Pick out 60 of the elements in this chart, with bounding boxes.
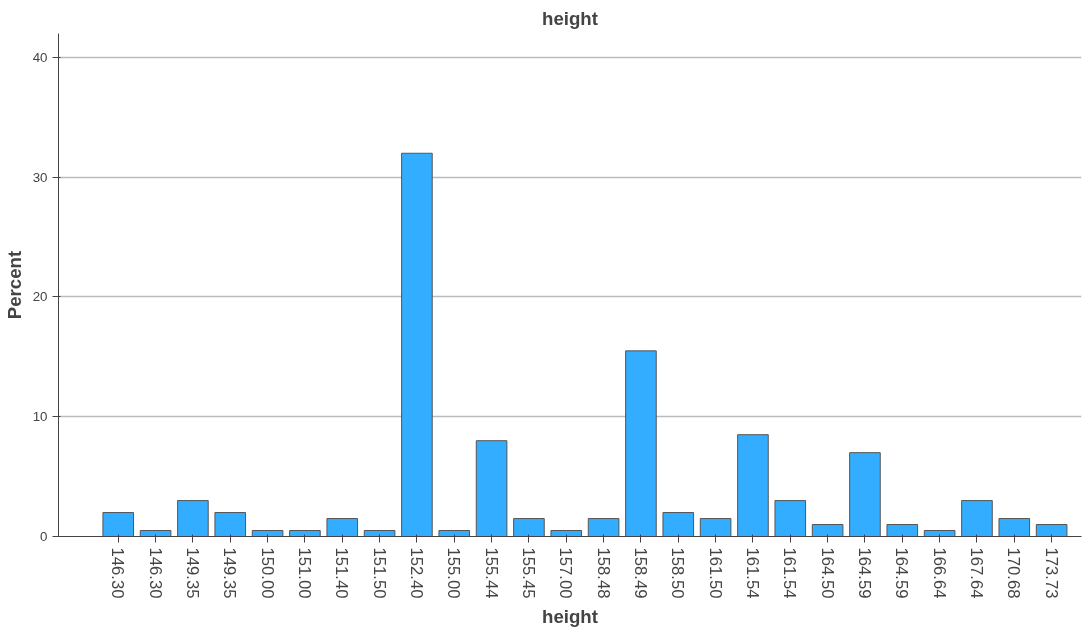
- bar: [699, 518, 732, 537]
- x-tick-label: 151.00: [294, 547, 314, 599]
- x-tick-label: 167.64: [966, 547, 986, 599]
- x-tick-label: 146.30: [108, 547, 128, 599]
- bar: [214, 512, 247, 537]
- bar: [363, 530, 396, 537]
- bar: [1035, 524, 1068, 537]
- chart-title: height: [542, 7, 598, 29]
- y-tick-label: 40: [32, 49, 48, 65]
- x-tick-label: 152.40: [406, 547, 426, 599]
- bar: [326, 518, 359, 537]
- x-tick-label: 164.50: [817, 547, 837, 599]
- bar: [849, 452, 881, 537]
- x-tick-label: 161.54: [742, 547, 762, 599]
- x-tick-label: 158.48: [593, 547, 613, 599]
- bar: [438, 530, 471, 537]
- bar: [625, 350, 657, 537]
- bar: [737, 434, 769, 537]
- bar: [811, 524, 844, 537]
- bar: [513, 518, 545, 537]
- bar: [886, 524, 919, 537]
- x-tick-label: 151.40: [332, 547, 352, 599]
- bar: [550, 530, 583, 537]
- bar: [961, 500, 993, 537]
- y-axis-title: Percent: [3, 250, 25, 320]
- x-tick-label: 146.30: [145, 547, 165, 599]
- x-tick-label: 164.59: [892, 547, 912, 599]
- bar: [177, 500, 209, 537]
- bar: [401, 152, 433, 537]
- bar: [998, 518, 1031, 537]
- y-tick-label: 20: [32, 289, 48, 305]
- bar: [774, 500, 807, 537]
- y-tick-label: 10: [32, 409, 48, 425]
- x-tick-label: 155.00: [444, 547, 464, 599]
- bar: [139, 530, 172, 537]
- bar: [289, 530, 321, 537]
- x-tick-label: 149.35: [220, 547, 240, 599]
- x-tick-label: 161.50: [705, 547, 725, 599]
- x-tick-label: 166.64: [929, 547, 949, 599]
- bar: [662, 512, 695, 537]
- bar: [587, 518, 620, 537]
- x-tick-label: 158.50: [668, 547, 688, 599]
- bar: [475, 440, 508, 537]
- x-tick-label: 173.73: [1041, 547, 1061, 599]
- x-tick-label: 158.49: [630, 547, 650, 599]
- x-tick-label: 151.50: [369, 547, 389, 599]
- y-tick-label: 30: [32, 169, 48, 185]
- y-tick-label: 0: [40, 529, 48, 544]
- x-tick-label: 149.35: [182, 547, 202, 599]
- bar: [102, 512, 135, 537]
- x-tick-label: 170.68: [1004, 547, 1024, 599]
- x-tick-label: 155.44: [481, 547, 501, 599]
- x-tick-label: 155.45: [518, 547, 538, 599]
- x-tick-label: 164.59: [854, 547, 874, 599]
- x-tick-label: 157.00: [556, 547, 576, 599]
- x-tick-label: 161.54: [780, 547, 800, 599]
- x-tick-label: 150.00: [257, 547, 277, 599]
- bar: [923, 530, 956, 537]
- x-axis-title: height: [542, 606, 598, 628]
- bar: [251, 530, 284, 537]
